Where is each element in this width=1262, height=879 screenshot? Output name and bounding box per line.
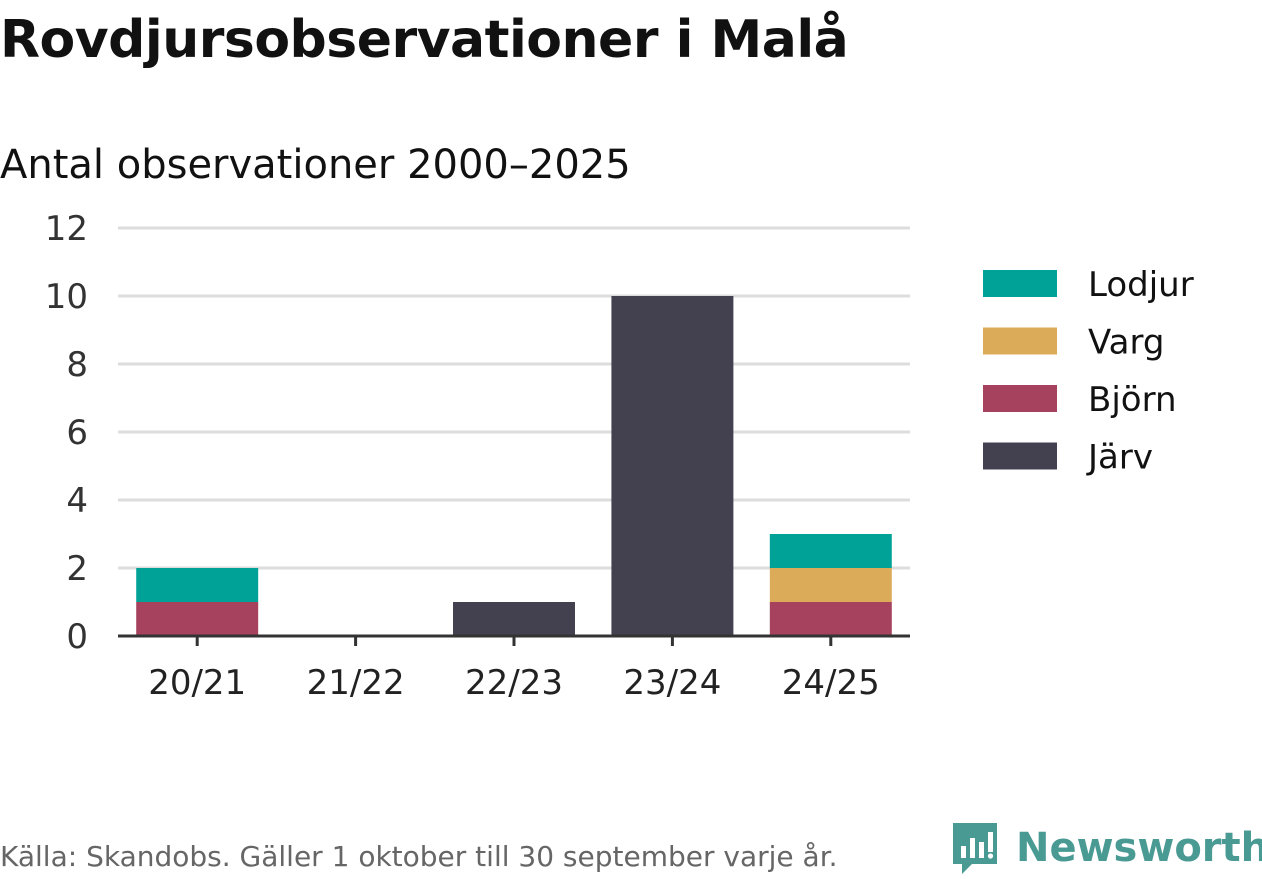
bar-segment[interactable]: [611, 296, 734, 636]
y-tick-label: 6: [66, 413, 88, 453]
x-tick-label: 22/23: [465, 663, 563, 703]
y-tick-label: 2: [66, 549, 88, 589]
bar-segment[interactable]: [769, 602, 892, 636]
x-tick-label: 24/25: [782, 663, 880, 703]
x-axis: 20/21 21/22 22/23 23/24 24/25: [118, 634, 910, 703]
x-tick-label: 23/24: [623, 663, 721, 703]
y-tick-label: 8: [66, 345, 88, 385]
bar-segment[interactable]: [769, 568, 892, 602]
y-tick-label: 10: [45, 277, 88, 317]
source-note: Källa: Skandobs. Gäller 1 oktober till 3…: [0, 840, 838, 873]
bar-segment[interactable]: [136, 568, 259, 602]
legend-swatch: [983, 270, 1057, 297]
gridlines: [118, 226, 910, 570]
x-tick-label: 20/21: [148, 663, 246, 703]
x-tick-label: 21/22: [307, 663, 405, 703]
legend-label: Björn: [1088, 380, 1177, 420]
legend-swatch: [983, 442, 1057, 470]
bars: [136, 296, 892, 636]
chart-subtitle: Antal observationer 2000–2025: [0, 142, 631, 188]
bar-segment[interactable]: [136, 602, 259, 636]
bar-segment[interactable]: [769, 534, 892, 568]
brand[interactable]: Newsworthy: [950, 818, 1262, 878]
chart-title: Rovdjursobservationer i Malå: [0, 10, 849, 70]
brand-name: Newsworthy: [1016, 825, 1262, 871]
stacked-bar-chart: 0 2 4 6 8 10 12 20/21 21/22 22/23 23/24 24/25 Lodj…: [45, 209, 1194, 703]
legend-label: Varg: [1088, 323, 1164, 363]
legend-label: Lodjur: [1088, 265, 1194, 305]
legend-label: Järv: [1086, 438, 1153, 478]
newsworthy-logo-icon: [953, 823, 997, 874]
legend: Lodjur Varg Björn Järv: [983, 265, 1194, 478]
legend-swatch: [983, 327, 1057, 355]
y-tick-label: 4: [66, 481, 88, 521]
bar-segment[interactable]: [453, 602, 575, 636]
y-tick-label: 0: [66, 617, 88, 657]
y-tick-label: 12: [45, 209, 88, 249]
y-axis-ticks: 0 2 4 6 8 10 12: [45, 209, 88, 657]
legend-swatch: [983, 385, 1057, 412]
